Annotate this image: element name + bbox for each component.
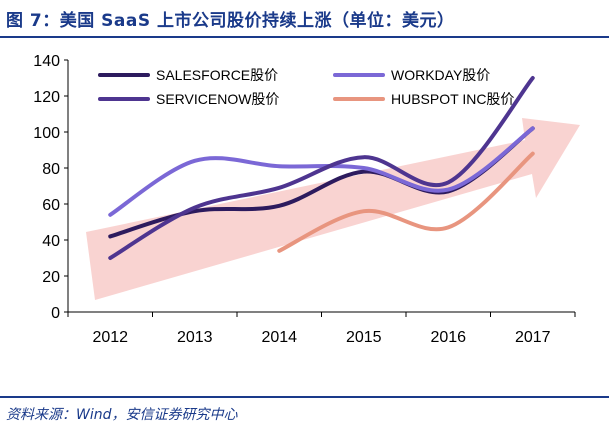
y-tick-label: 120 [33,89,60,106]
title-divider [0,36,609,38]
x-tick-label: 2012 [92,329,128,346]
y-tick-label: 100 [33,125,60,142]
x-tick-label: 2017 [515,329,551,346]
legend-label: SERVICENOW股价 [156,91,279,107]
y-tick-label: 60 [42,197,60,214]
legend-label: SALESFORCE股价 [156,67,278,83]
series-line-4 [277,151,535,253]
y-tick-label: 0 [51,305,60,322]
x-tick-label: 2015 [346,329,382,346]
x-tick-label: 2014 [261,329,297,346]
trend-arrow [86,118,580,300]
y-tick-label: 40 [42,233,60,250]
y-tick-label: 80 [42,161,60,178]
source-divider [0,396,609,398]
legend-label: WORKDAY股价 [391,67,490,83]
x-tick-label: 2016 [430,329,466,346]
series-line-2 [108,126,535,217]
legend-label: HUBSPOT INC股价 [391,91,514,107]
chart-title: 图 7：美国 SaaS 上市公司股价持续上涨（单位：美元） [6,11,455,31]
y-tick-label: 20 [42,269,60,286]
y-tick-label: 140 [33,53,60,70]
line-chart: 0 20 40 60 80 100 120 140 2012 2013 2014 2015 2016 20… [33,53,580,346]
series-line-3 [108,76,535,260]
source-note: 资料来源：Wind，安信证券研究中心 [6,407,238,423]
x-tick-label: 2013 [177,329,213,346]
